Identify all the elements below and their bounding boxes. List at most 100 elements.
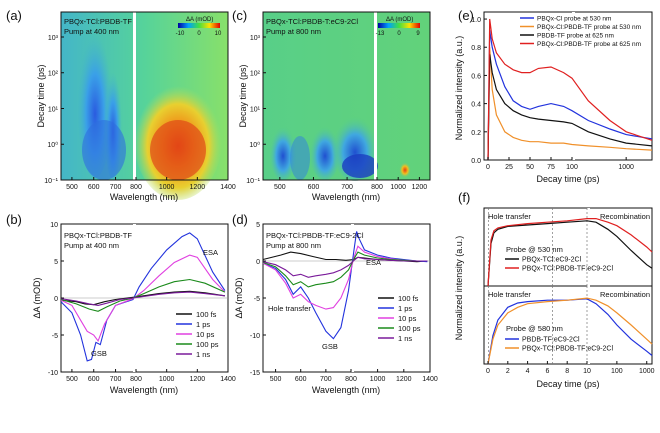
panel-d-ytick-label: -5 [254,296,260,303]
panel-b-xtick-label: 700 [110,376,122,383]
panel-c-xtick-label: 1200 [412,184,428,191]
panel-d-legend-label: 1 ns [398,334,412,343]
panel-e-axis-break [572,12,575,160]
panel-c-note2: Pump at 800 nm [266,27,321,36]
panel-a-axis-break [133,12,136,180]
panel-a-xtick-label: 1000 [159,184,175,191]
panel-e-ytick-label: 0.4 [471,102,481,109]
panel-a-xlabel: Wavelength (nm) [110,192,178,202]
panel-a-cbar-title: ΔA (mOD) [186,17,213,23]
panel-f-bottom-series-PBQx-TCl-PBDB-TF-eC9-2Cl [487,297,653,365]
panel-d-xtick-label: 700 [320,376,332,383]
panel-e-legend-label: PBQx-Cl:PBDB-TF probe at 625 nm [537,41,641,48]
panel-c-colorbar [378,23,420,28]
panel-f-letter: (f) [458,190,470,205]
panel-f-xtick-label: 8 [565,368,569,375]
panel-d-ytick-label: -15 [250,370,260,377]
panel-e-ytick-label: 0.2 [471,130,481,137]
panel-e-xtick-label: 75 [547,164,555,171]
panel-b-ytick-label: -5 [52,333,58,340]
panel-f-xtick-label: 1000 [639,368,655,375]
panel-d-axis-break [351,224,354,372]
panel-b-legend-label: 100 ps [196,340,219,349]
panel-c-cbar-tick: 9 [416,31,420,37]
panel-d-ytick-label: 0 [256,259,260,266]
panel-b-ytick-label: -10 [48,370,58,377]
panel-a-note1: PBQx-TCl:PBDB-TF [64,17,132,26]
panel-a-xtick-label: 1200 [190,184,206,191]
panel-d-series-10-ps [262,245,428,310]
panel-c-ytick-label: 10² [250,71,261,78]
panel-a-ytick-label: 10³ [48,35,59,42]
panel-c-xtick-label: 1000 [390,184,406,191]
panel-e-ytick-label: 0.0 [471,158,481,165]
panel-a-xtick-label: 600 [88,184,100,191]
panel-b: (b) PBQx-TCl:PBDB-TF Pump at 400 nm ESA … [6,212,236,395]
panel-a-ylabel: Decay time (ps) [36,64,46,127]
panel-b-series-1-ns [60,291,225,306]
panel-d-xtick-label: 1400 [422,376,438,383]
panel-f-top-legend-label: PBQx-TCl:PBDB-TF:eC9-2Cl [522,266,613,273]
panel-c-cbar-tick: -13 [376,31,385,37]
panel-d-series-1-ps [262,231,428,340]
panel-f-bottom-recomb-label: Recombination [600,290,650,299]
panel-b-note2: Pump at 400 nm [64,241,119,250]
panel-e-ytick-label: 1.0 [471,17,481,24]
panel-f-xtick-label: 2 [506,368,510,375]
panel-f-top-series-PBQx-TCl-eC9-2Cl [487,220,653,287]
panel-a-xtick-label: 500 [66,184,78,191]
panel-f-xtick-label: 100 [611,368,623,375]
panel-d-xtick-label: 800 [345,376,357,383]
panel-d-esa-label: ESA [366,258,381,267]
panel-f: (f) Hole transfer Recombination Probe @ … [454,190,655,389]
panel-d-legend-label: 100 ps [398,324,421,333]
panel-e-legend-label: PBQx-Cl probe at 530 nm [537,16,611,23]
panel-d-hole-label: Hole transfer [268,304,311,313]
panel-a-ytick-label: 10⁰ [47,141,58,149]
panel-c-cbar-tick: 0 [397,31,401,37]
panel-e-legend-label: PBDB-TF probe at 625 nm [537,33,614,40]
panel-c-note1: PBQx-TCl:PBDB-T:eC9-2Cl [266,17,358,26]
panel-d-letter: (d) [232,212,248,227]
panel-c-ylabel: Decay time (ps) [238,64,248,127]
panel-f-bottom-probe-label: Probe @ 580 nm [506,324,563,333]
panel-a-cbar-tick: -10 [176,31,185,37]
panel-d-series-1-ns [262,256,428,278]
panel-a-ytick-label: 10² [48,71,59,78]
panel-f-bottom-legend-label: PBQx-TCl:PBDB-TF:eC9-2Cl [522,346,613,353]
panel-b-xtick-label: 600 [88,376,100,383]
panel-d-legend-label: 1 ps [398,304,412,313]
panel-c-xtick-label: 700 [341,184,353,191]
panel-e-xtick-label: 100 [566,164,578,171]
panel-d-xtick-label: 500 [270,376,282,383]
panel-a: (a) PBQx-TCl:PBDB-TF Pump at 400 nm ΔA (… [6,8,236,202]
panel-e-frame [483,11,653,161]
panel-e-xtick-label: 50 [526,164,534,171]
panel-b-xtick-label: 1000 [159,376,175,383]
panel-d-xtick-label: 600 [295,376,307,383]
panel-e-xtick-label: 1000 [618,164,634,171]
panel-b-xlabel: Wavelength (nm) [110,385,178,395]
panel-b-xtick-label: 1400 [220,376,236,383]
panel-c-axis-break [374,12,377,180]
panel-b-ytick-label: 0 [54,296,58,303]
panel-b-xtick-label: 500 [66,376,78,383]
panel-f-bottom-hole-label: Hole transfer [488,290,531,299]
panel-c: (c) PBQx-TCl:PBDB-T:eC9-2Cl Pump at 800 … [232,8,431,202]
panel-a-letter: (a) [6,8,22,23]
panel-b-ylabel: ΔA (mOD) [32,277,42,318]
panel-f-top-probe-label: Probe @ 530 nm [506,245,563,254]
panel-d-note1: PBQx-TCl:PBDB-TF:eC9-2Cl [266,231,364,240]
panel-f-xlabel: Decay time (ps) [536,379,599,389]
panel-f-bottom-frame [483,285,653,365]
panel-a-note2: Pump at 400 nm [64,27,119,36]
panel-a-xtick-label: 800 [130,184,142,191]
panel-c-ytick-label: 10⁰ [249,141,260,149]
panel-e-series-PBQx-Cl-probe-at-530-nm [487,30,653,161]
panel-c-xlabel: Wavelength (nm) [312,192,380,202]
panel-b-series-100-fs [60,290,225,306]
panel-e-xtick-label: 0 [486,164,490,171]
panel-e: (e) PBQx-Cl probe at 530 nmPBQx-Cl:PBDB-… [454,8,653,184]
panel-c-xtick-label: 800 [371,184,383,191]
